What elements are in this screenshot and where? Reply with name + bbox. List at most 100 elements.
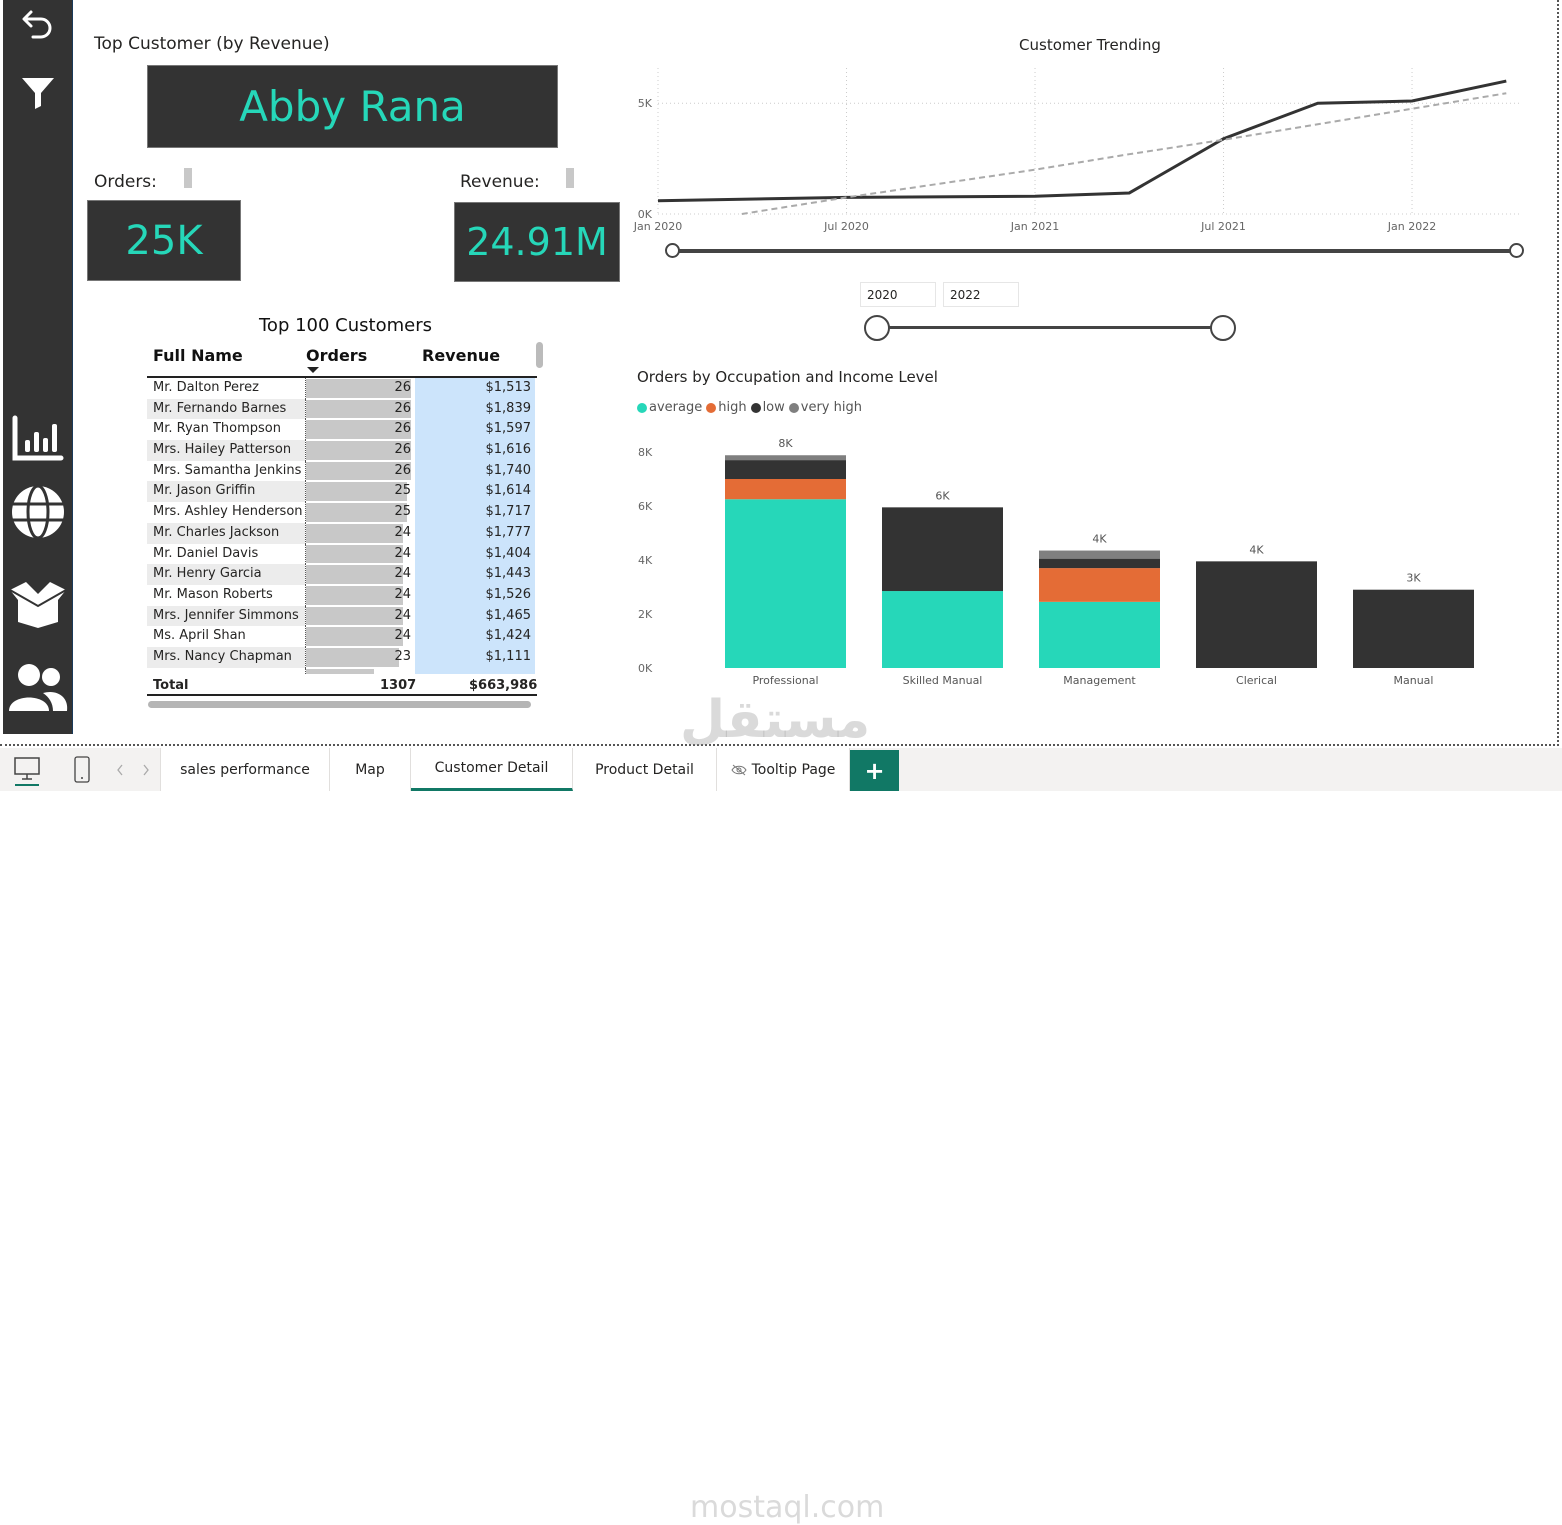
line-chart-title: Customer Trending (1019, 36, 1161, 54)
cell-orders: 24 (305, 564, 415, 585)
legend-item-average[interactable]: average (637, 400, 702, 415)
mobile-view-icon[interactable] (74, 756, 90, 788)
table-row[interactable]: Mr. Charles Jackson 24 $1,777 (147, 522, 537, 544)
orders-data-bar (306, 399, 411, 419)
column-header-orders[interactable]: Orders (306, 346, 368, 365)
bar-segment-average[interactable] (1039, 601, 1160, 668)
cell-revenue: $1,717 (415, 502, 535, 523)
tab-scroll-right-icon[interactable] (142, 762, 150, 781)
table-row[interactable]: Mrs. Hailey Patterson 26 $1,616 (147, 440, 537, 461)
table-row[interactable]: Mrs. Jennifer Simmons 24 $1,465 (147, 605, 537, 627)
x-category-label: Professional (752, 674, 818, 687)
tab-sales-performance[interactable]: sales performance (160, 748, 330, 791)
bar-segment-average[interactable] (882, 591, 1003, 668)
revenue-value: $1,404 (485, 545, 532, 561)
tab-scroll-left-icon[interactable] (116, 762, 124, 781)
bar-segment-low[interactable] (725, 460, 846, 479)
globe-icon[interactable] (3, 484, 73, 540)
cell-full-name: Ms. April Shan (153, 628, 246, 644)
legend-item-high[interactable]: high (706, 400, 747, 415)
table-row-partial (147, 667, 537, 674)
table-row[interactable]: Mr. Jason Griffin 25 $1,614 (147, 481, 537, 503)
tab-map[interactable]: Map (330, 748, 411, 791)
back-arrow-icon[interactable] (3, 6, 73, 46)
box-icon[interactable] (3, 580, 73, 630)
table-row[interactable]: Mrs. Samantha Jenkins 26 $1,740 (147, 460, 537, 482)
orders-value: 24 (394, 545, 411, 561)
bar-segment-very-high[interactable] (1039, 550, 1160, 559)
cell-full-name: Mr. Charles Jackson (147, 522, 305, 544)
cell-orders: 24 (305, 522, 415, 544)
bar-segment-very-high[interactable] (725, 455, 846, 461)
revenue-value: $1,597 (485, 421, 532, 437)
bar-segment-low[interactable] (1353, 589, 1474, 668)
year-slider-end-handle[interactable] (1210, 315, 1236, 341)
table-row[interactable]: Mrs. Nancy Chapman 23 $1,111 (147, 646, 537, 668)
date-slider-start-handle[interactable] (665, 243, 680, 258)
cell-revenue: $1,424 (415, 626, 535, 647)
table-header: Full Name Orders Revenue (147, 342, 537, 378)
orders-value: 23 (394, 648, 411, 664)
legend-dot-icon (706, 402, 717, 413)
table-horizontal-scrollbar[interactable] (148, 701, 531, 708)
tab-customer-detail[interactable]: Customer Detail (411, 748, 573, 791)
bar-segment-low[interactable] (1196, 561, 1317, 668)
y-tick-label: 0K (638, 662, 653, 675)
year-start-input[interactable]: 2020 (860, 282, 936, 307)
revenue-value: $1,839 (485, 400, 532, 416)
bar-chart-icon[interactable] (3, 414, 73, 464)
bar-segment-average[interactable] (725, 499, 846, 668)
table-row[interactable]: Mr. Mason Roberts 24 $1,526 (147, 584, 537, 606)
orders-value: 24 (394, 628, 411, 644)
users-icon[interactable] (3, 660, 73, 716)
orders-data-bar (306, 544, 403, 564)
navigation-sidebar (3, 0, 73, 734)
table-row[interactable]: Mr. Daniel Davis 24 $1,404 (147, 543, 537, 565)
tab-product-detail[interactable]: Product Detail (573, 748, 717, 791)
cell-orders: 26 (305, 419, 415, 441)
cell-full-name: Mrs. Ashley Henderson (153, 504, 303, 520)
table-row[interactable]: Mr. Ryan Thompson 26 $1,597 (147, 419, 537, 441)
orders-data-bar (306, 441, 411, 460)
orders-data-bar (306, 379, 411, 398)
table-row[interactable]: Mr. Henry Garcia 24 $1,443 (147, 564, 537, 585)
bar-segment-high[interactable] (725, 479, 846, 500)
orders-marker (184, 168, 192, 188)
bar-segment-low[interactable] (1039, 558, 1160, 569)
table-row[interactable]: Mr. Dalton Perez 26 $1,513 (147, 378, 537, 399)
legend-item-very-high[interactable]: very high (788, 400, 862, 415)
table-row[interactable]: Mr. Fernando Barnes 26 $1,839 (147, 398, 537, 420)
bar-segment-low[interactable] (882, 507, 1003, 592)
tab-tooltip-page[interactable]: Tooltip Page (717, 748, 850, 791)
revenue-value: $1,465 (485, 607, 532, 623)
cell-revenue: $1,740 (415, 460, 535, 482)
legend-item-low[interactable]: low (750, 400, 785, 415)
column-header-revenue[interactable]: Revenue (422, 346, 501, 365)
date-slider-track[interactable] (672, 249, 1518, 253)
table-row[interactable]: Mrs. Ashley Henderson 25 $1,717 (147, 502, 537, 523)
legend-dot-icon (750, 402, 761, 413)
cell-orders: 24 (305, 584, 415, 606)
bar-total-label: 4K (1249, 543, 1264, 556)
cell-full-name: Mr. Henry Garcia (147, 564, 305, 585)
year-slider-start-handle[interactable] (864, 315, 890, 341)
revenue-marker (566, 168, 574, 188)
table-total-row: Total 1307 $663,986 (147, 674, 537, 696)
orders-data-bar (306, 606, 403, 626)
year-end-input[interactable]: 2022 (943, 282, 1019, 307)
table-vertical-scrollbar[interactable] (536, 342, 543, 368)
table-row[interactable]: Ms. April Shan 24 $1,424 (147, 626, 537, 647)
cell-full-name: Mrs. Nancy Chapman (147, 646, 305, 668)
column-header-full-name[interactable]: Full Name (153, 346, 243, 365)
desktop-view-icon[interactable] (13, 756, 41, 790)
year-slider-track[interactable] (877, 326, 1223, 329)
cell-revenue: $1,513 (415, 378, 535, 399)
date-slider-end-handle[interactable] (1509, 243, 1524, 258)
filter-icon[interactable] (3, 72, 73, 112)
add-page-button[interactable]: + (850, 750, 899, 791)
y-tick-label: 8K (638, 446, 653, 459)
revenue-value: $1,424 (485, 628, 532, 644)
bar-segment-high[interactable] (1039, 568, 1160, 602)
cell-orders: 25 (305, 481, 415, 503)
